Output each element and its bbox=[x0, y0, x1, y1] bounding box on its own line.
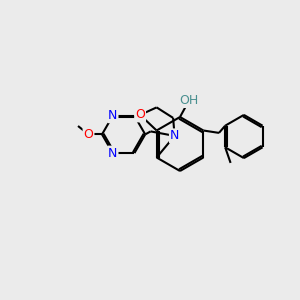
Text: N: N bbox=[108, 109, 118, 122]
Text: O: O bbox=[84, 128, 94, 141]
Text: N: N bbox=[170, 129, 179, 142]
Text: N: N bbox=[108, 147, 118, 160]
Text: OH: OH bbox=[179, 94, 199, 107]
Text: O: O bbox=[135, 108, 145, 122]
